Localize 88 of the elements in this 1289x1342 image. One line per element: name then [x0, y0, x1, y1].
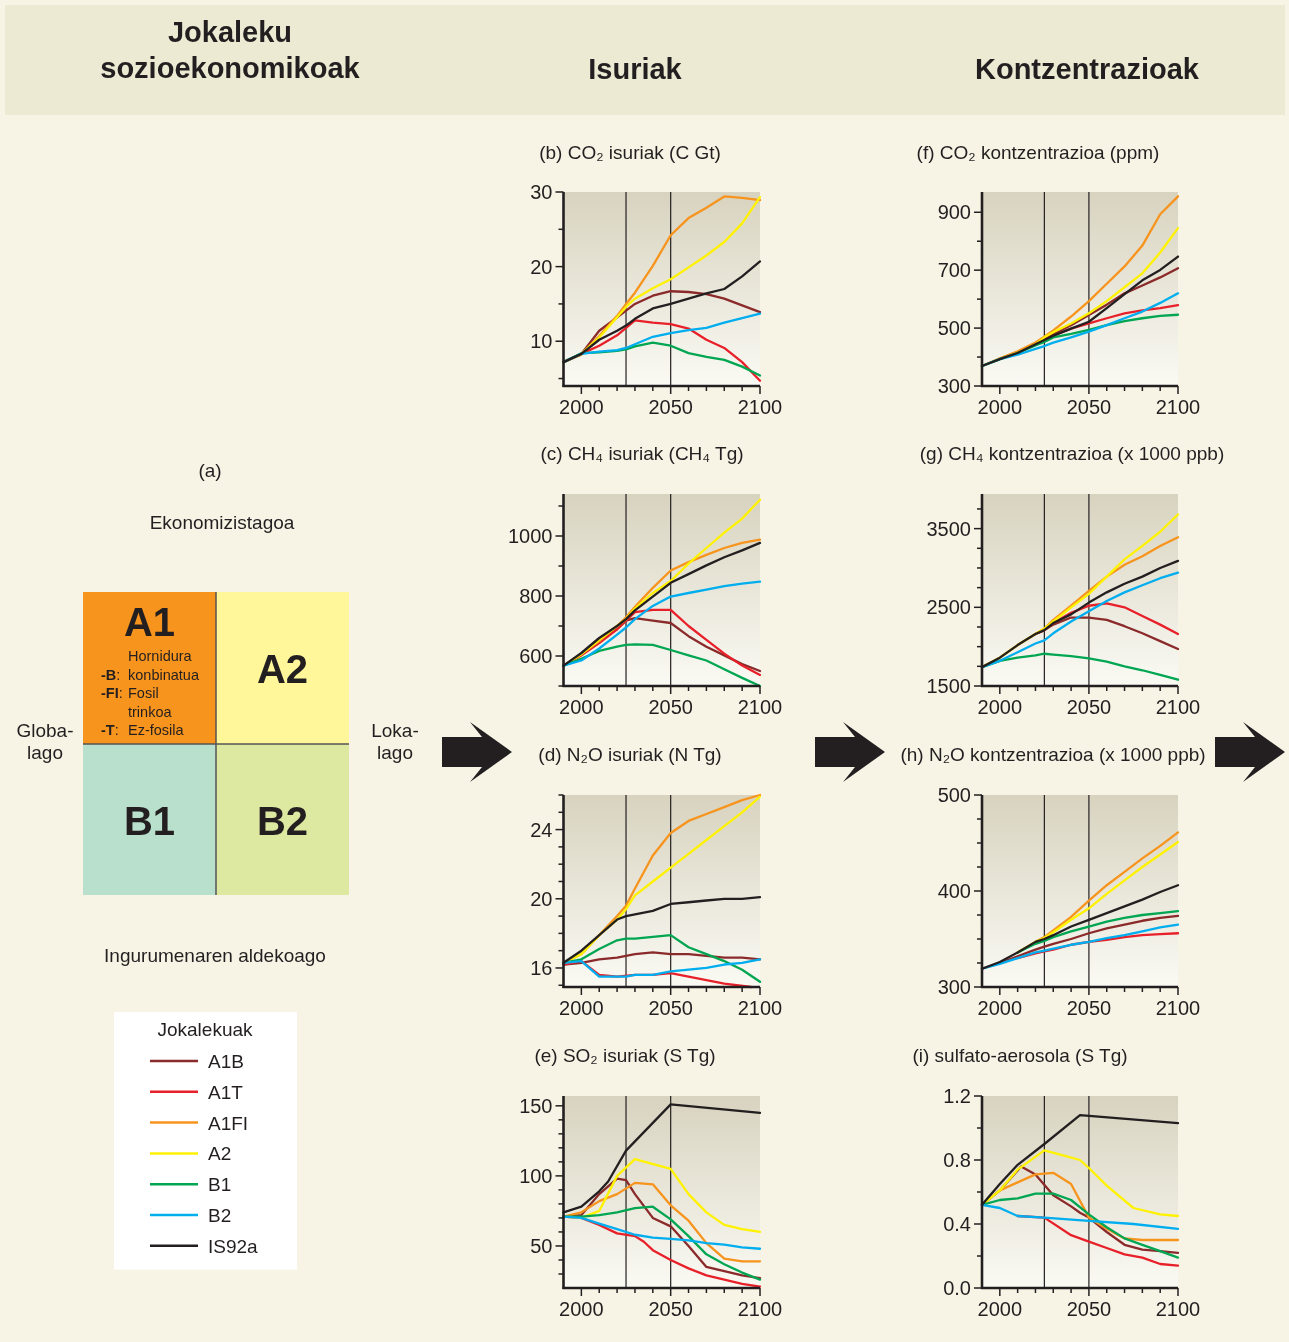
- text: trinkoa: [128, 703, 173, 720]
- line-series: [980, 1203, 1180, 1230]
- chart-title: (h) N₂O kontzentrazioa (x 1000 ppb): [900, 744, 1206, 765]
- y-tick-label: 10: [530, 330, 553, 353]
- y-tick-label: 500: [937, 784, 971, 806]
- x-tick-label: 2100: [1155, 396, 1201, 418]
- x-tick-label: 2000: [977, 696, 1023, 718]
- y-tick-label: 3500: [926, 517, 971, 540]
- y-tick-label: 300: [937, 976, 971, 998]
- x-tick-label: 2100: [737, 696, 783, 718]
- text: Isuriak: [588, 53, 683, 85]
- x-tick-label: 2100: [1155, 1298, 1201, 1320]
- y-tick-label: 24: [530, 818, 553, 841]
- y-tick-label: 0.8: [943, 1149, 971, 1171]
- x-tick-label: 2050: [1066, 997, 1112, 1019]
- line-series: [980, 923, 1180, 970]
- legend-label: IS92a: [208, 1235, 259, 1257]
- x-tick-label: 2100: [737, 1298, 783, 1320]
- x-tick-label: 2000: [977, 997, 1023, 1019]
- text: (a): [198, 460, 222, 481]
- x-tick-label: 2100: [737, 997, 783, 1019]
- y-tick-label: 20: [530, 255, 553, 278]
- y-tick-label: 2500: [926, 596, 971, 619]
- text: Ekonomizistagoa: [149, 512, 295, 533]
- y-tick-label: 300: [937, 375, 971, 397]
- text: Jokaleku sozioekonomikoak: [100, 16, 361, 84]
- y-tick-label: 30: [530, 181, 553, 203]
- chart-title: (b) CO₂ isuriak (C Gt): [539, 142, 721, 163]
- legend-label: B1: [208, 1174, 232, 1196]
- y-tick-label: 800: [519, 585, 553, 607]
- chart-title: (c) CH₄ isuriak (CH₄ Tg): [540, 443, 744, 464]
- x-tick-label: 2050: [1066, 1298, 1112, 1320]
- legend-label: A1T: [208, 1081, 244, 1103]
- category-label: B1: [123, 798, 176, 843]
- chart-title: (i) sulfato-aerosola (S Tg): [912, 1045, 1128, 1066]
- x-tick-label: 2100: [1155, 696, 1201, 718]
- x-tick-label: 2050: [648, 1298, 693, 1320]
- y-tick-label: 1500: [926, 675, 971, 697]
- y-tick-label: 600: [519, 645, 553, 667]
- y-tick-label: 150: [519, 1094, 553, 1117]
- y-tick-label: 0.4: [943, 1213, 971, 1235]
- chart-title: (f) CO₂ kontzentrazioa (ppm): [916, 142, 1160, 163]
- category-label: A2: [256, 647, 309, 691]
- chart-title: (g) CH₄ kontzentrazioa (x 1000 ppb): [919, 443, 1225, 464]
- chart-title: (e) SO₂ isuriak (S Tg): [534, 1045, 716, 1066]
- x-tick-label: 2100: [1155, 997, 1201, 1019]
- x-tick-label: 2050: [1066, 696, 1112, 718]
- x-tick-label: 2050: [648, 396, 693, 418]
- x-tick-label: 2050: [1066, 396, 1112, 418]
- y-tick-label: 400: [937, 880, 971, 902]
- x-tick-label: 2050: [648, 997, 693, 1019]
- text: -FI: Fosil: [101, 685, 159, 701]
- chart-title: (d) N₂O isuriak (N Tg): [538, 744, 722, 765]
- legend-label: A1B: [208, 1051, 244, 1072]
- y-tick-label: 20: [530, 887, 553, 910]
- y-tick-label: 700: [937, 259, 971, 282]
- x-tick-label: 2000: [559, 1298, 604, 1320]
- y-tick-label: 0.0: [943, 1277, 971, 1299]
- x-tick-label: 2000: [977, 396, 1023, 418]
- legend-label: B2: [208, 1205, 232, 1226]
- x-tick-label: 2000: [559, 696, 604, 718]
- y-tick-label: 1000: [508, 525, 553, 547]
- line-series: [562, 1205, 762, 1281]
- category-label: A1: [123, 600, 176, 644]
- x-tick-label: 2050: [648, 696, 693, 718]
- text: -T: Ez-fosila: [101, 722, 185, 738]
- text: -B: konbinatua: [101, 666, 200, 683]
- legend-label: A2: [208, 1143, 232, 1165]
- legend-label: A1FI: [208, 1112, 249, 1134]
- text: Globa- lago: [16, 720, 74, 763]
- x-tick-label: 2000: [977, 1298, 1023, 1320]
- line-series: [562, 1215, 762, 1250]
- y-tick-label: 500: [937, 317, 971, 340]
- category-label: B2: [256, 798, 309, 843]
- legend-title: Jokalekuak: [157, 1019, 254, 1040]
- line-series: [562, 958, 762, 978]
- y-tick-label: 900: [937, 201, 971, 224]
- x-tick-label: 2100: [737, 396, 783, 418]
- text: Ingurumenaren aldekoago: [104, 945, 326, 966]
- y-tick-label: 1.2: [943, 1085, 971, 1107]
- y-tick-label: 100: [519, 1164, 553, 1187]
- text: Loka- lago: [371, 720, 419, 763]
- x-tick-label: 2000: [559, 396, 604, 418]
- x-tick-label: 2000: [559, 997, 604, 1019]
- text: Kontzentrazioak: [975, 53, 1200, 85]
- y-tick-label: 16: [530, 956, 553, 979]
- y-tick-label: 50: [530, 1234, 553, 1257]
- text: Hornidura: [128, 648, 193, 664]
